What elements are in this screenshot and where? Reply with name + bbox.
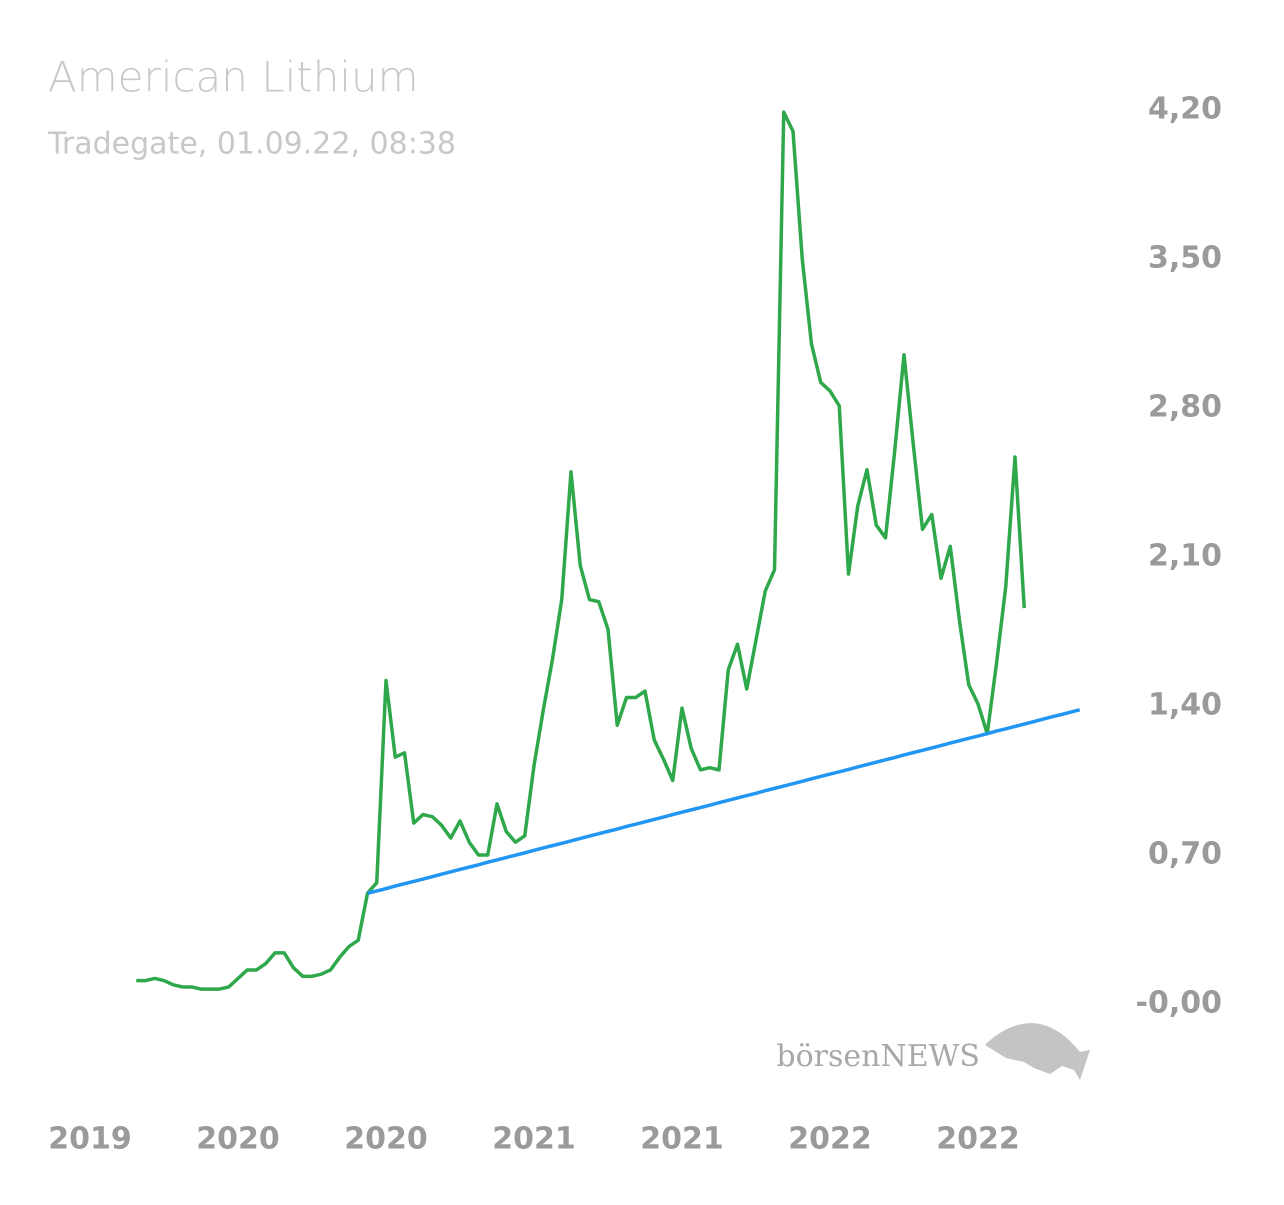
y-tick-label: 4,20 (1148, 92, 1222, 127)
watermark-icon (985, 1023, 1090, 1080)
y-tick-label: 1,40 (1148, 688, 1222, 723)
x-tick-label: 2020 (196, 1122, 280, 1157)
y-tick-label: 0,70 (1148, 837, 1222, 872)
watermark: börsenNEWS (776, 1039, 980, 1074)
line (136, 110, 1026, 991)
x-tick-label: 2021 (640, 1122, 724, 1157)
y-tick-label: 3,50 (1148, 241, 1222, 276)
y-tick-label: 2,10 (1148, 539, 1222, 574)
x-tick-label: 2022 (788, 1122, 872, 1157)
x-tick-label: 2020 (344, 1122, 428, 1157)
line (367, 708, 1081, 896)
x-tick-label: 2021 (492, 1122, 576, 1157)
x-tick-label: 2019 (48, 1122, 132, 1157)
chart-subtitle: Tradegate, 01.09.22, 08:38 (47, 127, 456, 162)
chart-title: American Lithium (48, 53, 419, 102)
x-tick-label: 2022 (936, 1122, 1020, 1157)
y-tick-label: -0,00 (1136, 986, 1222, 1021)
y-tick-label: 2,80 (1148, 390, 1222, 425)
